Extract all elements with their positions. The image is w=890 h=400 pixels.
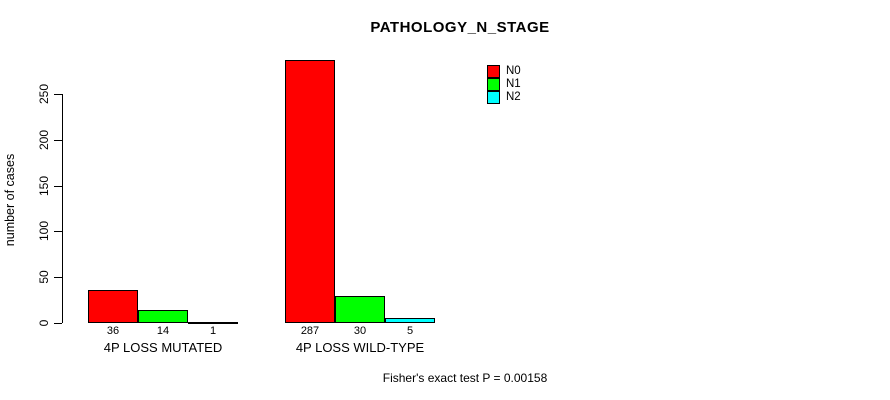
legend-label-n0: N0 xyxy=(506,65,521,77)
legend-swatch-n0 xyxy=(487,64,500,78)
legend-swatch-n1 xyxy=(487,77,500,91)
y-axis-tick-label: 250 xyxy=(37,83,51,105)
y-axis-tick xyxy=(54,94,62,95)
y-axis-tick xyxy=(54,186,62,187)
bar-n2-1 xyxy=(188,322,238,324)
y-axis-tick xyxy=(54,323,62,324)
y-axis-tick-label: 100 xyxy=(37,220,51,242)
y-axis-tick-label: 200 xyxy=(37,129,51,151)
stat-annotation: Fisher's exact test P = 0.00158 xyxy=(382,371,548,385)
legend-row: N0 xyxy=(487,64,521,78)
bar-value-label: 5 xyxy=(406,325,414,337)
bar-n2-2 xyxy=(385,318,435,323)
legend-label-n2: N2 xyxy=(506,90,521,103)
category-label: 4P LOSS WILD-TYPE xyxy=(295,340,425,355)
y-axis-tick-label: 150 xyxy=(37,175,51,197)
legend-swatch-n2 xyxy=(487,90,500,104)
y-axis-tick-label: 0 xyxy=(37,319,51,327)
bar-value-label: 36 xyxy=(106,325,120,337)
bar-n1-1 xyxy=(138,310,188,323)
legend: N0 N1 N2 xyxy=(487,64,521,104)
bar-value-label: 287 xyxy=(300,325,320,337)
category-label: 4P LOSS MUTATED xyxy=(103,340,223,355)
y-axis-tick xyxy=(54,277,62,278)
y-axis-label: number of cases xyxy=(3,153,17,247)
legend-row: N1 xyxy=(487,77,521,91)
bar-value-label: 30 xyxy=(353,325,367,337)
y-axis-tick xyxy=(54,231,62,232)
bar-value-label: 14 xyxy=(156,325,170,337)
bar-n0-1 xyxy=(88,290,138,323)
chart-title: PATHOLOGY_N_STAGE xyxy=(370,19,550,36)
bar-value-label: 1 xyxy=(209,325,217,337)
y-axis-line xyxy=(62,94,63,323)
legend-label-n1: N1 xyxy=(506,77,521,90)
y-axis-tick-label: 50 xyxy=(37,270,51,284)
bar-n1-2 xyxy=(335,296,385,323)
legend-row: N2 xyxy=(487,90,521,104)
y-axis-tick xyxy=(54,140,62,141)
bar-n0-2 xyxy=(285,60,335,323)
